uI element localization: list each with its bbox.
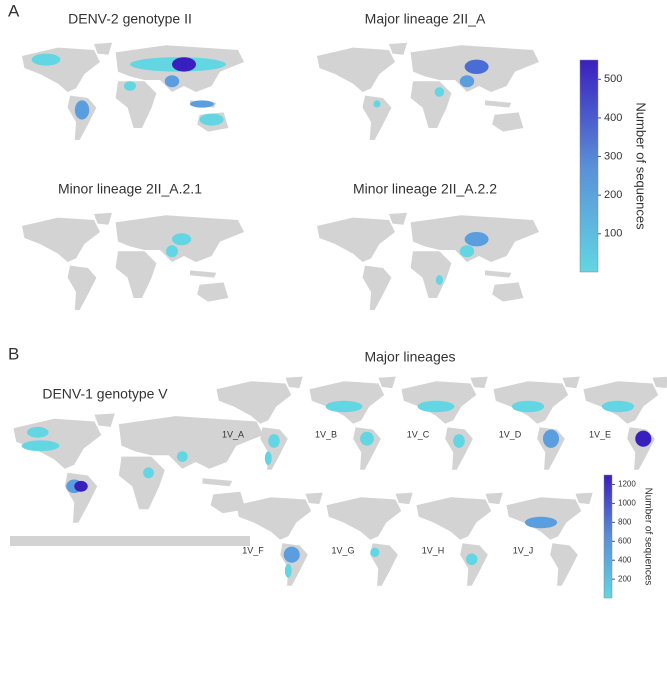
lineage-label: 1V_D <box>499 429 522 439</box>
region <box>543 430 559 448</box>
land <box>317 213 539 310</box>
antarctica <box>10 536 250 546</box>
region <box>200 114 224 126</box>
land <box>22 213 244 310</box>
map-title: Major lineage 2II_A <box>365 11 486 27</box>
lineage-label: 1V_J <box>513 545 534 555</box>
region <box>124 81 136 91</box>
colorbar-tick-label: 200 <box>618 574 632 583</box>
region <box>172 57 196 71</box>
region <box>453 434 465 448</box>
map <box>507 493 593 586</box>
region <box>373 100 380 107</box>
lineage-label: 1V_H <box>422 545 445 555</box>
land <box>317 43 539 140</box>
map-title: Minor lineage 2II_A.2.1 <box>58 181 202 197</box>
panel-label: B <box>8 344 19 363</box>
lineage-label: 1V_C <box>407 429 430 439</box>
land <box>310 377 396 470</box>
panel-label: A <box>8 1 20 20</box>
land <box>327 493 413 586</box>
land <box>507 493 593 586</box>
region <box>265 451 272 465</box>
land <box>402 377 488 470</box>
region <box>512 401 544 413</box>
region <box>75 100 89 119</box>
region <box>460 245 474 257</box>
region <box>465 60 489 74</box>
colorbar-tick-label: 300 <box>604 150 622 162</box>
region <box>602 401 634 413</box>
map <box>310 377 396 470</box>
land <box>417 493 503 586</box>
region <box>326 401 363 413</box>
colorbar <box>604 475 612 598</box>
region <box>166 245 178 257</box>
colorbar-tick-label: 400 <box>604 112 622 124</box>
region <box>284 547 300 563</box>
region <box>360 432 374 446</box>
colorbar-tick-label: 500 <box>604 73 622 85</box>
region <box>165 75 179 87</box>
region <box>22 440 60 451</box>
map-title: DENV-1 genotype V <box>42 386 168 402</box>
map <box>22 213 244 310</box>
map <box>327 493 413 586</box>
region <box>418 401 455 413</box>
land <box>494 377 580 470</box>
colorbar-tick-label: 200 <box>604 189 622 201</box>
lineage-label: 1V_G <box>331 545 354 555</box>
lineage-label: 1V_F <box>242 545 264 555</box>
region <box>460 75 474 87</box>
region <box>27 427 49 438</box>
region <box>436 275 443 285</box>
colorbar-tick-label: 600 <box>618 536 632 545</box>
colorbar-tick-label: 400 <box>618 555 632 564</box>
colorbar-tick-label: 1000 <box>618 499 636 508</box>
map <box>494 377 580 470</box>
map <box>22 43 244 140</box>
region <box>74 481 88 492</box>
colorbar <box>580 60 598 272</box>
colorbar-tick-label: 1200 <box>618 480 636 489</box>
map <box>584 377 667 470</box>
region <box>285 564 292 578</box>
colorbar-label: Number of sequences <box>642 488 653 586</box>
colorbar-label: Number of sequences <box>634 102 649 230</box>
panel-title: Major lineages <box>364 349 455 365</box>
region <box>465 232 489 246</box>
map <box>317 43 539 140</box>
region <box>32 54 61 66</box>
lineage-label: 1V_A <box>222 429 244 439</box>
colorbar-tick-label: 800 <box>618 517 632 526</box>
region <box>177 451 188 462</box>
colorbar-tick-label: 100 <box>604 228 622 240</box>
region <box>635 431 651 447</box>
region <box>190 100 214 107</box>
region <box>172 233 191 245</box>
land <box>584 377 667 470</box>
lineage-label: 1V_E <box>589 429 611 439</box>
map <box>417 493 503 586</box>
map-title: DENV-2 genotype II <box>68 11 192 27</box>
region <box>466 554 478 566</box>
map <box>402 377 488 470</box>
map <box>317 213 539 310</box>
region <box>268 434 280 448</box>
region <box>435 87 445 97</box>
map-title: Minor lineage 2II_A.2.2 <box>353 181 497 197</box>
region <box>370 548 379 557</box>
region <box>143 467 154 478</box>
lineage-label: 1V_B <box>315 429 337 439</box>
region <box>525 517 557 529</box>
